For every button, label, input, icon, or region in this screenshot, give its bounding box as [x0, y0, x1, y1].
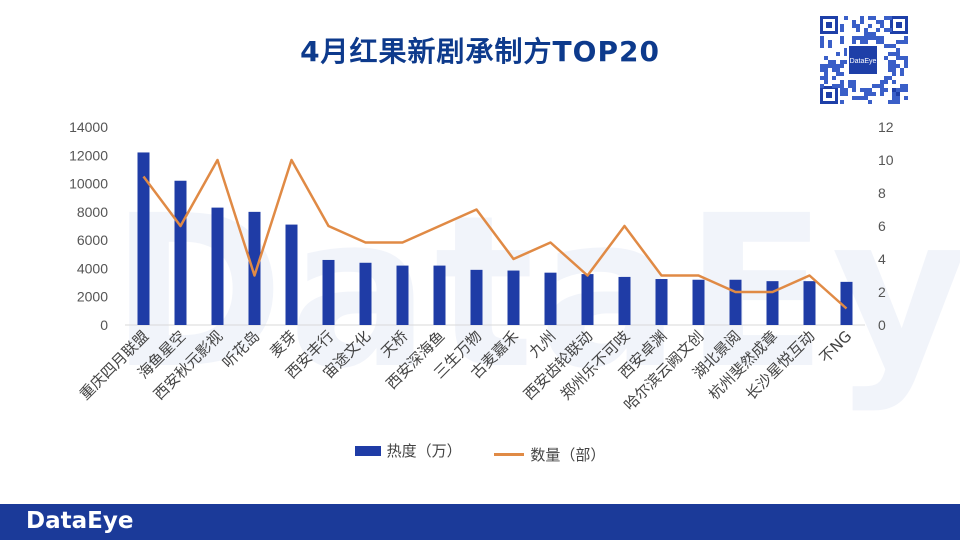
bar: [396, 265, 409, 325]
bar: [137, 152, 150, 325]
left-tick-label: 2000: [77, 289, 108, 305]
legend-line-swatch: [494, 452, 525, 456]
bar: [655, 279, 668, 325]
legend: 热度（万） 数量（部）: [0, 440, 960, 465]
legend-item-count: 数量（部）: [494, 444, 605, 465]
legend-bar-label: 热度（万）: [386, 442, 462, 460]
series-line: [142, 158, 848, 310]
bar: [248, 211, 261, 325]
left-tick-label: 8000: [77, 204, 108, 220]
bar: [692, 279, 705, 325]
left-axis: 0 2000 4000 6000 8000 10000 12000 14000: [69, 119, 108, 333]
legend-line-label: 数量（部）: [530, 445, 606, 464]
bar: [174, 180, 187, 325]
chart-title: 4月红果新剧承制方TOP20: [300, 35, 660, 68]
bar: [618, 276, 631, 325]
bar: [470, 269, 483, 325]
bar: [359, 262, 372, 325]
right-tick-label: 6: [878, 218, 886, 234]
qr-brand-logo: DataEye: [847, 44, 879, 76]
right-tick-label: 4: [878, 251, 886, 267]
legend-item-heat: 热度（万）: [354, 440, 462, 461]
left-tick-label: 0: [100, 317, 108, 333]
category-label: 不NG: [816, 327, 855, 366]
bar: [285, 224, 298, 325]
left-tick-label: 4000: [77, 260, 108, 276]
line-series: [142, 158, 848, 310]
left-tick-label: 12000: [69, 147, 108, 163]
right-tick-label: 8: [878, 185, 886, 201]
bar: [211, 207, 224, 325]
bar: [803, 281, 816, 325]
left-tick-label: 10000: [69, 176, 108, 192]
qr-code-icon: [818, 14, 910, 106]
left-tick-label: 14000: [69, 119, 108, 135]
footer-bar: DataEye: [0, 504, 960, 540]
bar: [507, 270, 520, 325]
left-tick-label: 6000: [77, 232, 108, 248]
legend-bar-swatch: [354, 445, 381, 456]
right-tick-label: 0: [878, 317, 886, 333]
category-label: 听花岛: [219, 327, 264, 372]
bar: [729, 279, 742, 325]
footer-logo: DataEye: [26, 508, 134, 534]
bar: [766, 281, 779, 325]
bar: [544, 272, 557, 325]
right-tick-label: 2: [878, 284, 886, 300]
bar: [840, 281, 853, 325]
bar: [322, 259, 335, 325]
right-tick-label: 10: [878, 152, 894, 168]
bar-series: [137, 152, 853, 325]
right-tick-label: 12: [878, 119, 894, 135]
right-axis: 0 2 4 6 8 10 12: [878, 119, 894, 333]
bar: [581, 274, 594, 325]
bar: [433, 265, 446, 325]
